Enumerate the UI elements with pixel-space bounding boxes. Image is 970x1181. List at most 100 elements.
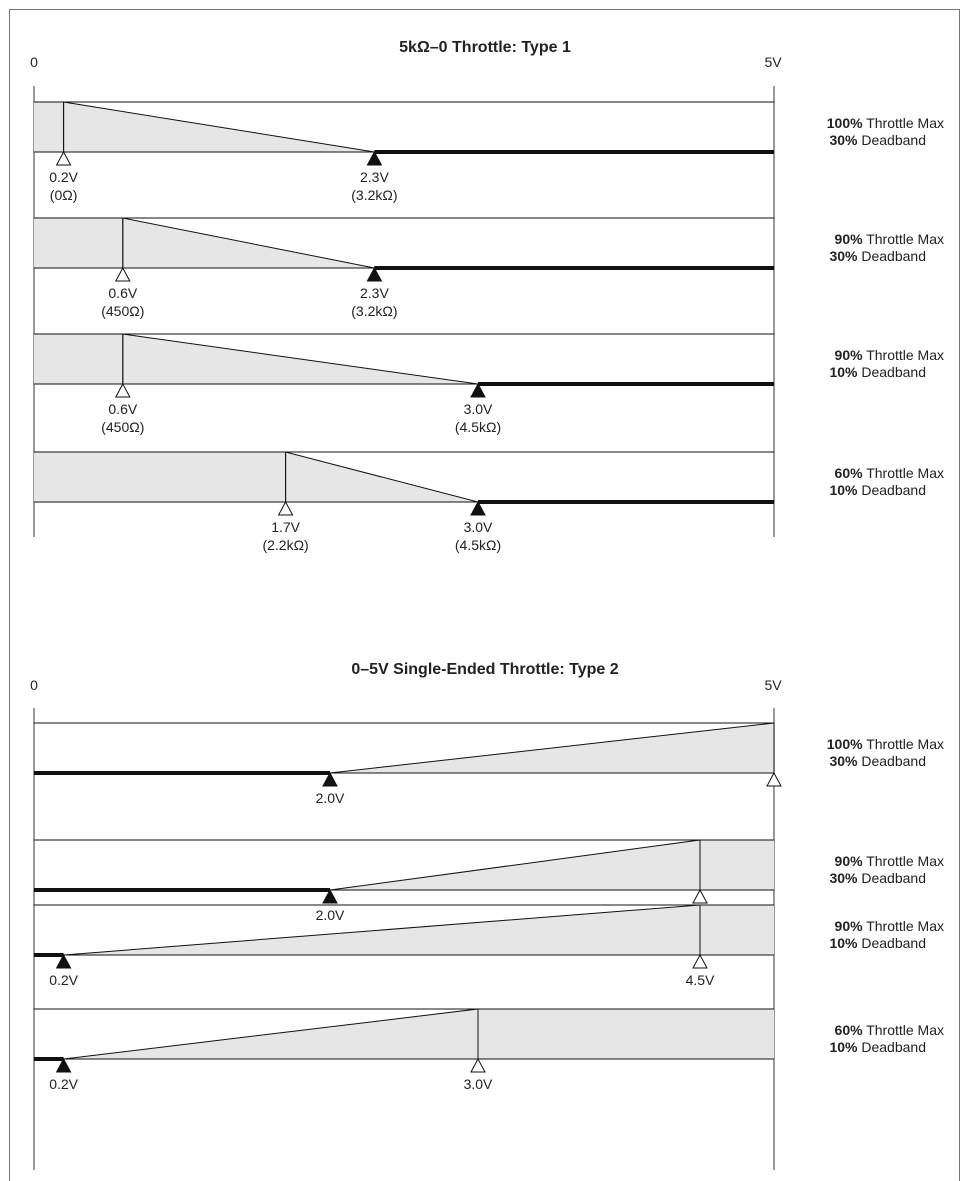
ramp <box>122 333 479 385</box>
ramp <box>63 1008 479 1060</box>
deadband-label: 10% Deadband <box>829 935 926 951</box>
deadband-text: Deadband <box>857 248 926 264</box>
throttle-max-percent: 60% <box>835 465 864 481</box>
deadband-percent: 10% <box>829 1039 858 1055</box>
open-marker-resistance: (0Ω) <box>50 187 78 203</box>
filled-marker-value: 2.3V <box>360 285 389 301</box>
deadband-text: Deadband <box>857 364 926 380</box>
filled-marker-triangle <box>470 500 486 516</box>
open-marker-value: 1.7V <box>271 519 300 535</box>
throttle-max-percent: 90% <box>835 853 864 869</box>
open-marker-triangle <box>470 1057 486 1073</box>
open-marker-triangle <box>114 266 131 282</box>
deadband-text: Deadband <box>857 870 926 886</box>
deadband-label: 30% Deadband <box>829 132 926 148</box>
deadband-percent: 10% <box>829 482 858 498</box>
ramp <box>285 451 479 503</box>
open-marker-value: 0.2V <box>49 169 78 185</box>
filled-marker-triangle <box>366 266 383 282</box>
open-marker-triangle <box>277 500 294 516</box>
ramp <box>122 217 375 269</box>
throttle-max-text: Throttle Max <box>863 1022 944 1038</box>
throttle-max-label: 90% Throttle Max <box>835 853 944 869</box>
throttle-max-label: 60% Throttle Max <box>835 465 944 481</box>
deadband-label: 10% Deadband <box>829 1039 926 1055</box>
throttle-row: 1.7V(2.2kΩ)3.0V(4.5kΩ)60% Throttle Max10… <box>34 451 944 553</box>
throttle-max-text: Throttle Max <box>863 465 944 481</box>
throttle-row: 0.2V (0Ω) 2.3V (3.2kΩ) 100% Throttle Max30% … <box>34 101 944 203</box>
open-marker-value: 0.6V <box>108 401 137 417</box>
throttle-max-percent: 90% <box>835 918 864 934</box>
filled-marker-resistance: (4.5kΩ) <box>455 537 501 553</box>
throttle-max-percent: 60% <box>835 1022 864 1038</box>
shaded-region <box>34 102 64 152</box>
deadband-label: 10% Deadband <box>829 482 926 498</box>
ramp <box>329 839 701 891</box>
deadband-text: Deadband <box>857 132 926 148</box>
open-marker-triangle <box>55 150 72 166</box>
deadband-percent: 30% <box>829 248 858 264</box>
throttle-max-label: 90% Throttle Max <box>835 347 944 363</box>
deadband-text: Deadband <box>857 1039 926 1055</box>
open-marker-resistance: (2.2kΩ) <box>262 537 308 553</box>
shaded-region <box>34 452 286 502</box>
filled-marker-value: 0.2V <box>49 972 78 988</box>
open-marker-resistance: (450Ω) <box>101 303 144 319</box>
deadband-percent: 30% <box>829 132 858 148</box>
open-marker-value: 0.6V <box>108 285 137 301</box>
axis-start-label: 0 <box>30 54 38 70</box>
deadband-percent: 10% <box>829 935 858 951</box>
throttle-max-text: Throttle Max <box>863 853 944 869</box>
throttle-max-percent: 100% <box>827 736 863 752</box>
deadband-label: 10% Deadband <box>829 364 926 380</box>
deadband-label: 30% Deadband <box>829 870 926 886</box>
shaded-region <box>478 1009 774 1059</box>
deadband-percent: 30% <box>829 753 858 769</box>
filled-marker-value: 2.3V <box>360 169 389 185</box>
shaded-region <box>700 840 774 890</box>
deadband-percent: 10% <box>829 364 858 380</box>
open-marker-value: 3.0V <box>464 1076 493 1092</box>
filled-marker-resistance: (3.2kΩ) <box>351 187 397 203</box>
deadband-text: Deadband <box>857 935 926 951</box>
throttle-max-label: 100% Throttle Max <box>827 115 944 131</box>
section-type1: 5kΩ–0 Throttle: Type 1 0 5V 0.2V (0Ω) 2.3V (3.… <box>30 39 944 553</box>
axis-start-label: 0 <box>30 677 38 693</box>
throttle-max-label: 100% Throttle Max <box>827 736 944 752</box>
throttle-max-label: 60% Throttle Max <box>835 1022 944 1038</box>
axis-end-label: 5V <box>764 54 782 70</box>
deadband-label: 30% Deadband <box>829 248 926 264</box>
section-title: 0–5V Single-Ended Throttle: Type 2 <box>351 661 618 678</box>
throttle-row: 0.6V(450Ω)3.0V(4.5kΩ)90% Throttle Max10%… <box>34 333 944 435</box>
filled-marker-triangle <box>322 771 338 787</box>
throttle-max-percent: 90% <box>835 231 864 247</box>
throttle-max-label: 90% Throttle Max <box>835 918 944 934</box>
open-marker-triangle <box>114 382 131 398</box>
filled-marker-value: 0.2V <box>49 1076 78 1092</box>
throttle-max-label: 90% Throttle Max <box>835 231 944 247</box>
filled-marker-value: 2.0V <box>316 790 345 806</box>
throttle-max-text: Throttle Max <box>863 231 944 247</box>
filled-marker-triangle <box>366 150 383 166</box>
shaded-region <box>700 905 774 955</box>
deadband-percent: 30% <box>829 870 858 886</box>
throttle-max-percent: 100% <box>827 115 863 131</box>
throttle-row: 0.6V(450Ω)2.3V(3.2kΩ)90% Throttle Max30%… <box>34 217 944 319</box>
section-title: 5kΩ–0 Throttle: Type 1 <box>399 39 571 56</box>
open-marker-resistance: (450Ω) <box>101 419 144 435</box>
deadband-text: Deadband <box>857 753 926 769</box>
shaded-region <box>34 334 123 384</box>
ramp <box>63 101 375 153</box>
throttle-max-text: Throttle Max <box>863 115 944 131</box>
ramp <box>63 904 701 956</box>
throttle-max-text: Throttle Max <box>863 736 944 752</box>
filled-marker-resistance: (3.2kΩ) <box>351 303 397 319</box>
throttle-max-percent: 90% <box>835 347 864 363</box>
open-marker-triangle <box>692 953 708 969</box>
filled-marker-triangle <box>55 1057 72 1073</box>
